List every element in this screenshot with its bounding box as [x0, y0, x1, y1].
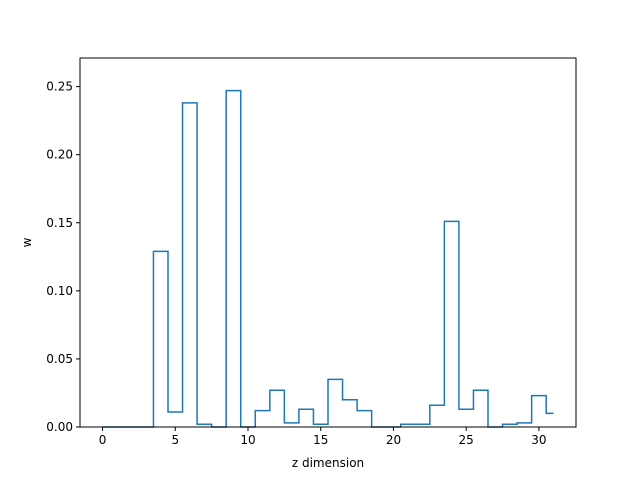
- x-tick-label: 25: [459, 433, 474, 447]
- y-tick-label: 0.10: [46, 284, 73, 298]
- plot-area: [102, 89, 554, 428]
- y-tick-label: 0.15: [46, 216, 73, 230]
- y-axis-label: w: [20, 237, 34, 247]
- x-tick-label: 15: [313, 433, 328, 447]
- x-axis: 0 5 10 15 20 25 30: [99, 427, 547, 447]
- x-tick-label: 20: [386, 433, 401, 447]
- axes-frame: [79, 57, 577, 428]
- series-line: [102, 89, 554, 428]
- x-tick-label: 5: [171, 433, 179, 447]
- y-tick-label: 0.00: [46, 420, 73, 434]
- x-tick-label: 30: [531, 433, 546, 447]
- x-tick-label: 10: [240, 433, 255, 447]
- x-axis-label: z dimension: [292, 456, 364, 470]
- y-axis: 0.00 0.05 0.10 0.15 0.20 0.25: [46, 80, 80, 434]
- y-tick-label: 0.05: [46, 352, 73, 366]
- y-tick-label: 0.20: [46, 148, 73, 162]
- x-tick-label: 0: [99, 433, 107, 447]
- y-tick-label: 0.25: [46, 80, 73, 94]
